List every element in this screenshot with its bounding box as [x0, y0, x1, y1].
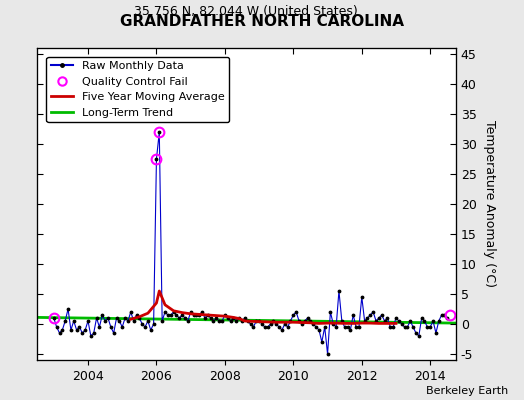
Y-axis label: Temperature Anomaly (°C): Temperature Anomaly (°C): [483, 120, 496, 288]
Text: GRANDFATHER NORTH CAROLINA: GRANDFATHER NORTH CAROLINA: [120, 14, 404, 29]
Text: Berkeley Earth: Berkeley Earth: [426, 386, 508, 396]
Title: 35.756 N, 82.044 W (United States): 35.756 N, 82.044 W (United States): [134, 5, 358, 18]
Legend: Raw Monthly Data, Quality Control Fail, Five Year Moving Average, Long-Term Tren: Raw Monthly Data, Quality Control Fail, …: [47, 57, 229, 122]
